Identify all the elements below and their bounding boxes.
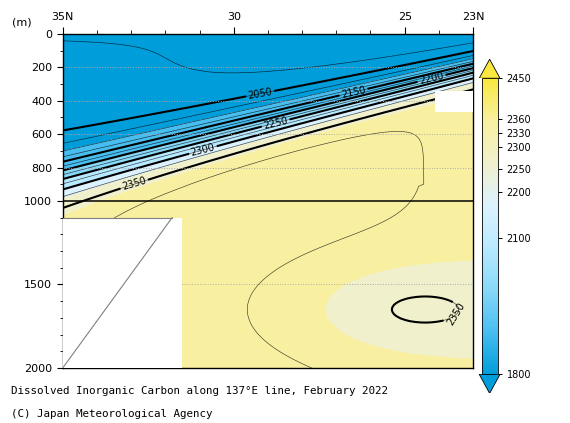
Bar (435, 91, 473, 113)
Bar (63, 217, 182, 368)
Polygon shape (479, 374, 500, 393)
Text: (C) Japan Meteorological Agency: (C) Japan Meteorological Agency (11, 409, 213, 419)
Text: 2150: 2150 (340, 85, 367, 100)
Text: 2300: 2300 (190, 142, 216, 158)
Text: 2350: 2350 (121, 176, 148, 192)
Text: 2250: 2250 (262, 115, 289, 131)
Text: Dissolved Inorganic Carbon along 137°E line, February 2022: Dissolved Inorganic Carbon along 137°E l… (11, 385, 388, 396)
Polygon shape (63, 217, 172, 368)
Text: 2350: 2350 (446, 301, 467, 327)
Polygon shape (479, 59, 500, 78)
Text: 2200: 2200 (418, 71, 445, 86)
Y-axis label: (m): (m) (12, 17, 31, 27)
Text: 2050: 2050 (247, 87, 273, 101)
